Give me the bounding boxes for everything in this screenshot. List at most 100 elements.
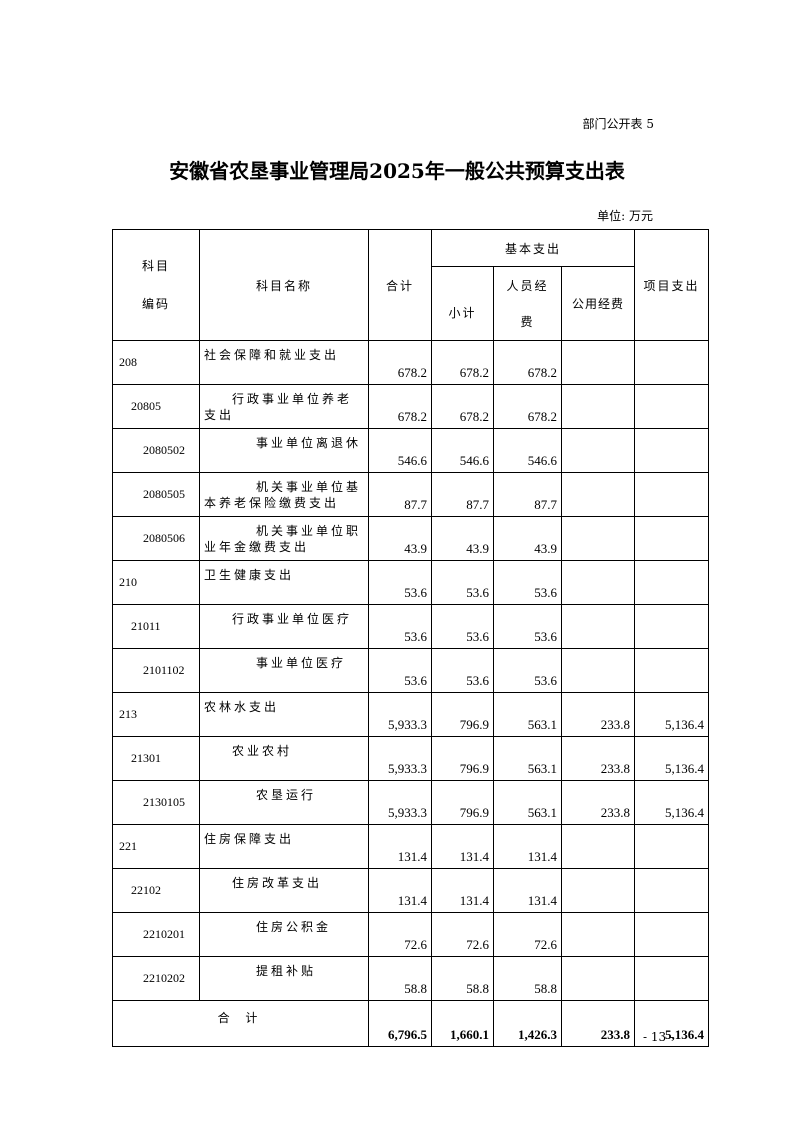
subtotal-cell: 678.2 [431, 340, 494, 385]
total-cell: 678.2 [368, 340, 432, 385]
total-cell: 678.2 [368, 384, 432, 429]
public-cell: 233.8 [561, 692, 635, 737]
public-cell [561, 604, 635, 649]
total-cell: 53.6 [368, 560, 432, 605]
subtotal-cell: 53.6 [431, 604, 494, 649]
table-row: 2080502 事业单位离退休 546.6 546.6 546.6 [112, 428, 709, 473]
table-row: 21301 农业农村 5,933.3 796.9 563.1 233.8 5,136.4 [112, 736, 709, 781]
page-title: 安徽省农垦事业管理局2025年一般公共预算支出表 [169, 159, 625, 183]
total-label: 合 计 [112, 1000, 369, 1047]
total-total-cell: 6,796.5 [368, 1000, 432, 1047]
project-cell [634, 956, 709, 1001]
subject-name: 机关事业单位职业年金缴费支出 [199, 516, 369, 561]
total-personnel-cell: 1,426.3 [493, 1000, 562, 1047]
table-row: 2101102 事业单位医疗 53.6 53.6 53.6 [112, 648, 709, 693]
total-subtotal-cell: 1,660.1 [431, 1000, 494, 1047]
header-subtotal: 小计 [431, 266, 494, 341]
table-row: 2080506 机关事业单位职业年金缴费支出 43.9 43.9 43.9 [112, 516, 709, 561]
table-row: 210 卫生健康支出 53.6 53.6 53.6 [112, 560, 709, 605]
subject-code: 2080506 [112, 516, 200, 561]
total-cell: 53.6 [368, 648, 432, 693]
header-personnel: 人员经费 [493, 266, 562, 341]
table-row: 2210202 提租补贴 58.8 58.8 58.8 [112, 956, 709, 1001]
subject-code: 208 [112, 340, 200, 385]
personnel-cell: 53.6 [493, 560, 562, 605]
personnel-cell: 563.1 [493, 692, 562, 737]
project-cell: 5,136.4 [634, 692, 709, 737]
subject-name: 农业农村 [199, 736, 369, 781]
total-cell: 43.9 [368, 516, 432, 561]
public-cell [561, 384, 635, 429]
personnel-cell: 131.4 [493, 868, 562, 913]
total-cell: 53.6 [368, 604, 432, 649]
project-cell [634, 384, 709, 429]
public-cell [561, 560, 635, 605]
subject-code: 2101102 [112, 648, 200, 693]
project-cell [634, 340, 709, 385]
personnel-cell: 53.6 [493, 604, 562, 649]
subject-name: 事业单位离退休 [199, 428, 369, 473]
subtotal-cell: 58.8 [431, 956, 494, 1001]
header-name: 科目名称 [199, 229, 369, 341]
total-cell: 72.6 [368, 912, 432, 957]
header-code: 科目 编码 [112, 229, 200, 341]
public-cell [561, 912, 635, 957]
subject-name: 住房改革支出 [199, 868, 369, 913]
total-public-cell: 233.8 [561, 1000, 635, 1047]
table-row: 21011 行政事业单位医疗 53.6 53.6 53.6 [112, 604, 709, 649]
subject-code: 210 [112, 560, 200, 605]
personnel-cell: 678.2 [493, 384, 562, 429]
project-cell [634, 604, 709, 649]
public-cell [561, 472, 635, 517]
personnel-cell: 87.7 [493, 472, 562, 517]
table-row: 2130105 农垦运行 5,933.3 796.9 563.1 233.8 5,136.4 [112, 780, 709, 825]
subject-code: 213 [112, 692, 200, 737]
subject-code: 221 [112, 824, 200, 869]
personnel-cell: 131.4 [493, 824, 562, 869]
header-basic: 基本支出 [431, 229, 635, 267]
subject-code: 22102 [112, 868, 200, 913]
header-project: 项目支出 [634, 229, 709, 341]
subtotal-cell: 131.4 [431, 824, 494, 869]
subtotal-cell: 796.9 [431, 780, 494, 825]
personnel-cell: 72.6 [493, 912, 562, 957]
subject-code: 21301 [112, 736, 200, 781]
public-cell [561, 648, 635, 693]
project-cell: 5,136.4 [634, 780, 709, 825]
public-cell [561, 340, 635, 385]
table-row: 20805 行政事业单位养老支出 678.2 678.2 678.2 [112, 384, 709, 429]
public-cell [561, 824, 635, 869]
subject-name: 卫生健康支出 [199, 560, 369, 605]
subtotal-cell: 131.4 [431, 868, 494, 913]
subject-name: 农垦运行 [199, 780, 369, 825]
subject-name: 住房保障支出 [199, 824, 369, 869]
total-cell: 87.7 [368, 472, 432, 517]
subtotal-cell: 53.6 [431, 648, 494, 693]
header-total: 合计 [368, 229, 432, 341]
project-cell [634, 648, 709, 693]
subject-name: 提租补贴 [199, 956, 369, 1001]
public-cell [561, 868, 635, 913]
subtotal-cell: 546.6 [431, 428, 494, 473]
project-cell [634, 868, 709, 913]
table-row: 221 住房保障支出 131.4 131.4 131.4 [112, 824, 709, 869]
subtotal-cell: 72.6 [431, 912, 494, 957]
personnel-cell: 563.1 [493, 780, 562, 825]
total-cell: 5,933.3 [368, 736, 432, 781]
total-cell: 5,933.3 [368, 692, 432, 737]
subtotal-cell: 678.2 [431, 384, 494, 429]
project-cell [634, 560, 709, 605]
subject-code: 20805 [112, 384, 200, 429]
table-row: 22102 住房改革支出 131.4 131.4 131.4 [112, 868, 709, 913]
subject-name: 行政事业单位养老支出 [199, 384, 369, 429]
table-row: 208 社会保障和就业支出 678.2 678.2 678.2 [112, 340, 709, 385]
total-row: 合 计 6,796.5 1,660.1 1,426.3 233.8 5,136.4 [112, 1000, 709, 1047]
total-cell: 546.6 [368, 428, 432, 473]
subject-code: 21011 [112, 604, 200, 649]
total-project-cell: 5,136.4 [634, 1000, 709, 1047]
page-number: - 13 - [642, 1030, 674, 1044]
subtotal-cell: 796.9 [431, 736, 494, 781]
total-cell: 58.8 [368, 956, 432, 1001]
subject-name: 行政事业单位医疗 [199, 604, 369, 649]
personnel-cell: 546.6 [493, 428, 562, 473]
